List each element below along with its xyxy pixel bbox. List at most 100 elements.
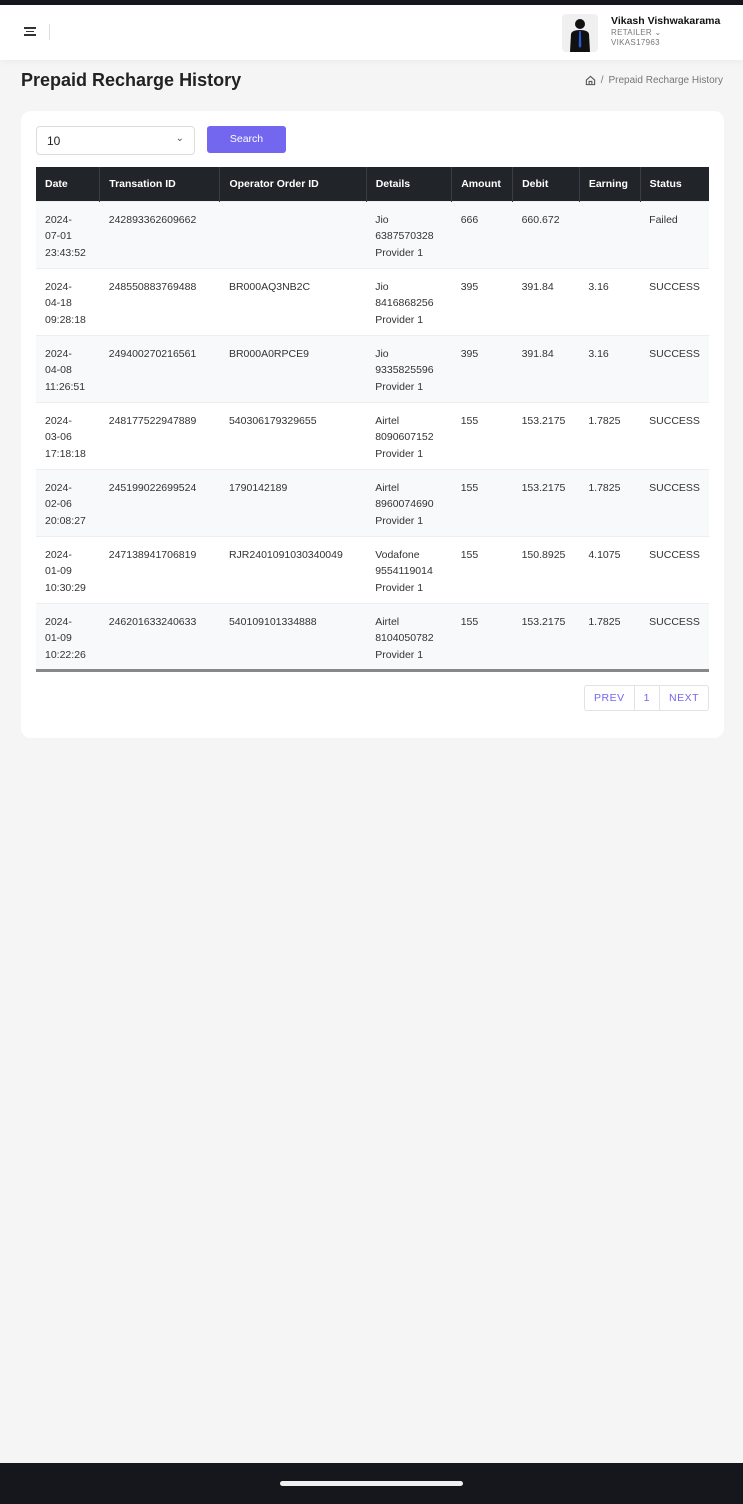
date-line: 01-09 — [45, 565, 72, 577]
date-line: 04-08 — [45, 364, 72, 376]
cell-amount: 155 — [451, 602, 513, 670]
prev-button[interactable]: PREV — [585, 686, 635, 710]
cell-details: Vodafone 9554119014 Provider 1 — [366, 535, 452, 603]
details-line: Provider 1 — [375, 246, 424, 259]
cell-date: 2024- 04-18 09:28:18 — [36, 267, 100, 335]
date-line: 20:08:27 — [45, 514, 86, 527]
date-line: 23:43:52 — [45, 246, 86, 259]
cell-date: 2024- 01-09 10:30:29 — [36, 535, 100, 603]
cell-earning: 1.7825 — [579, 401, 641, 469]
pagination: PREV 1 NEXT — [584, 685, 709, 711]
home-gesture-handle[interactable] — [280, 1481, 463, 1486]
date-line: 07-01 — [45, 230, 72, 242]
column-header: Transation ID — [99, 167, 221, 201]
details-line: Airtel — [375, 481, 400, 494]
chevron-down-icon: ⌄ — [175, 133, 184, 144]
cell-order: 540306179329655 — [219, 401, 367, 469]
horizontal-scrollbar[interactable] — [36, 669, 709, 672]
cell-details: Airtel 8960074690 Provider 1 — [366, 468, 452, 536]
cell-amount: 395 — [451, 334, 513, 402]
column-header: Amount — [451, 167, 514, 201]
column-header: Earning — [579, 167, 641, 201]
details-line: 9554119014 — [375, 565, 433, 577]
cell-debit: 660.672 — [512, 200, 580, 268]
table-row: 2024- 04-08 11:26:51 249400270216561 BR000A0… — [36, 334, 709, 402]
details-line: 8416868256 — [375, 297, 434, 309]
cell-order: 1790142189 — [219, 468, 367, 536]
date-line: 10:30:29 — [45, 581, 86, 594]
avatar[interactable] — [562, 14, 598, 52]
table-row: 2024- 04-18 09:28:18 248550883769488 BR000AQ… — [36, 267, 709, 335]
date-line: 02-06 — [45, 498, 72, 510]
details-line: Provider 1 — [375, 581, 424, 594]
details-line: 8104050782 — [375, 632, 434, 644]
date-line: 11:26:51 — [45, 380, 86, 393]
details-line: Provider 1 — [375, 313, 424, 326]
user-role-dropdown[interactable]: RETAILER ⌄ — [611, 28, 662, 37]
table-row: 2024- 03-06 17:18:18 248177522947889 5403061… — [36, 401, 709, 469]
table-row: 2024- 02-06 20:08:27 245199022699524 1790142… — [36, 468, 709, 536]
details-line: 9335825596 — [375, 364, 434, 376]
cell-order: RJR2401091030340049 — [219, 535, 367, 603]
cell-txn: 249400270216561 — [99, 334, 220, 402]
page-size-select[interactable]: 10 ⌄ — [36, 126, 195, 155]
cell-debit: 153.2175 — [512, 602, 580, 670]
breadcrumb: / Prepaid Recharge History — [585, 75, 723, 86]
recharge-table: Date Transation ID Operator Order ID Detail… — [36, 167, 709, 670]
date-line: 10:22:26 — [45, 648, 86, 661]
cell-txn: 248177522947889 — [99, 401, 220, 469]
cell-details: Airtel 8090607152 Provider 1 — [366, 401, 452, 469]
breadcrumb-separator: / — [600, 75, 604, 86]
details-line: Jio — [375, 213, 389, 226]
date-line: 2024- — [45, 548, 72, 561]
page-title: Prepaid Recharge History — [21, 70, 242, 90]
date-line: 2024- — [45, 347, 72, 360]
cell-earning: 3.16 — [579, 267, 641, 335]
next-button[interactable]: NEXT — [668, 692, 699, 704]
cell-debit: 153.2175 — [512, 401, 580, 469]
cell-status: SUCCESS — [640, 602, 709, 670]
date-line: 04-18 — [45, 297, 72, 309]
menu-icon[interactable] — [24, 27, 36, 37]
cell-date: 2024- 03-06 17:18:18 — [36, 401, 100, 469]
cell-debit: 391.84 — [512, 267, 580, 335]
column-header: Operator Order ID — [219, 167, 367, 201]
cell-txn: 242893362609662 — [99, 200, 220, 268]
cell-txn: 246201633240633 — [99, 602, 220, 670]
cell-amount: 666 — [451, 200, 513, 268]
cell-earning: 1.7825 — [579, 602, 641, 670]
cell-status: Failed — [640, 200, 709, 268]
details-line: Airtel — [375, 414, 400, 427]
cell-details: Airtel 8104050782 Provider 1 — [366, 602, 452, 670]
history-card: 10 ⌄ Search Date Transation ID Operator Or… — [21, 111, 724, 738]
user-name[interactable]: Vikash Vishwakarama — [611, 15, 721, 27]
cell-txn: 248550883769488 — [99, 267, 220, 335]
date-line: 01-09 — [45, 632, 72, 644]
cell-txn: 247138941706819 — [99, 535, 220, 603]
cell-amount: 155 — [451, 401, 513, 469]
date-line: 2024- — [45, 213, 72, 226]
cell-amount: 155 — [451, 535, 513, 603]
details-line: Provider 1 — [375, 514, 424, 527]
date-line: 2024- — [45, 414, 72, 427]
cell-debit: 391.84 — [512, 334, 580, 402]
column-header: Date — [36, 167, 101, 201]
search-button[interactable]: Search — [207, 126, 286, 153]
cell-status: SUCCESS — [640, 401, 709, 469]
column-header: Details — [366, 167, 453, 201]
top-bar: Vikash Vishwakarama RETAILER ⌄ VIKAS1796… — [0, 5, 743, 60]
table-row: 2024- 01-09 10:22:26 246201633240633 5401091… — [36, 602, 709, 670]
details-line: Jio — [375, 347, 389, 360]
divider — [49, 24, 50, 40]
home-icon[interactable] — [585, 75, 596, 86]
breadcrumb-current: Prepaid Recharge History — [608, 75, 724, 86]
details-line: 8090607152 — [375, 431, 434, 443]
details-line: Airtel — [375, 615, 400, 628]
cell-order: 540109101334888 — [219, 602, 367, 670]
page-1-button[interactable]: 1 — [635, 686, 660, 710]
cell-amount: 395 — [451, 267, 513, 335]
details-line: Jio — [375, 280, 389, 293]
cell-date: 2024- 01-09 10:22:26 — [36, 602, 100, 670]
cell-order — [219, 200, 367, 268]
cell-status: SUCCESS — [640, 334, 709, 402]
